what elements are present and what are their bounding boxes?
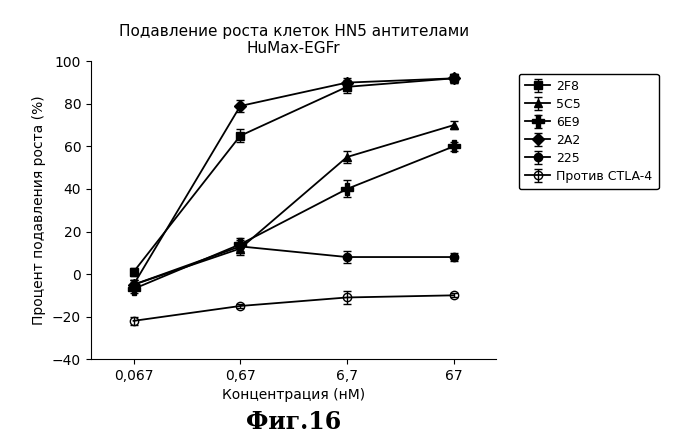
Y-axis label: Процент подавления роста (%): Процент подавления роста (%) bbox=[32, 95, 46, 325]
Legend: 2F8, 5C5, 6E9, 2A2, 225, Против CTLA-4: 2F8, 5C5, 6E9, 2A2, 225, Против CTLA-4 bbox=[519, 74, 658, 189]
X-axis label: Концентрация (нМ): Концентрация (нМ) bbox=[222, 389, 365, 403]
Text: Фиг.16: Фиг.16 bbox=[246, 410, 341, 434]
Title: Подавление роста клеток HN5 антителами
HuMax-EGFr: Подавление роста клеток HN5 антителами H… bbox=[119, 24, 468, 56]
